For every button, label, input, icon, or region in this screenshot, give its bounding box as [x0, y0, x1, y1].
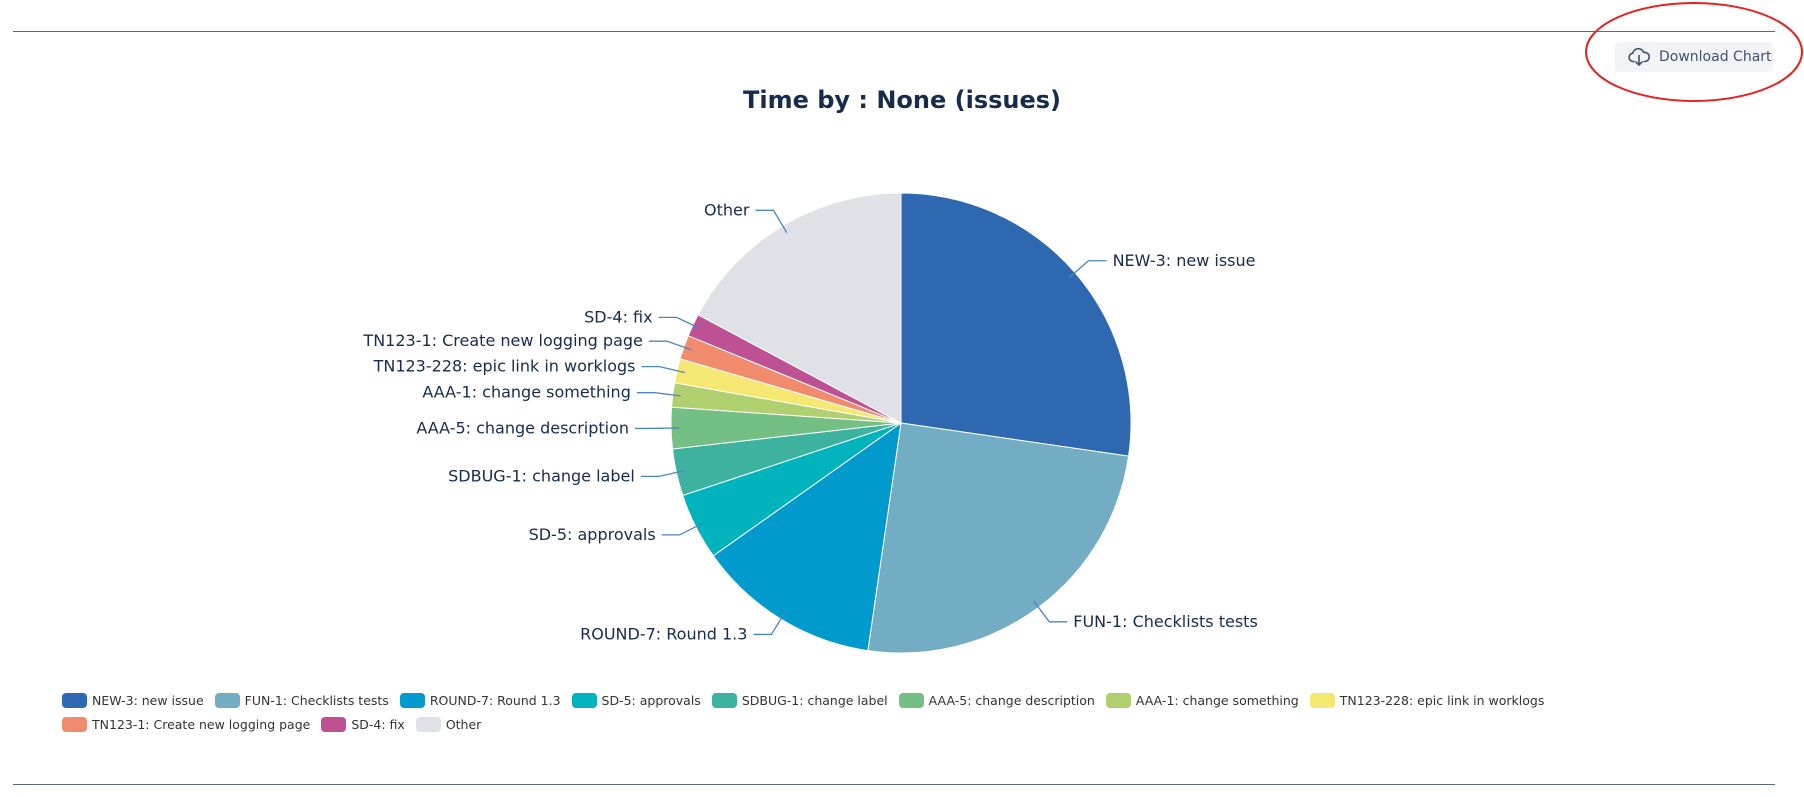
- leader-line-tn123-228-epic-link-in-worklogs: [641, 365, 685, 374]
- legend-item-other[interactable]: Other: [415, 716, 482, 733]
- bottom-divider: [13, 784, 1775, 785]
- legend-swatch: [898, 693, 924, 708]
- pie-chart: NEW-3: new issue FUN-1: Checklists tests R…: [362, 192, 1258, 654]
- legend-item-tn123-1-create-new-logging-page[interactable]: TN123-1: Create new logging page: [62, 716, 310, 733]
- legend-item-sdbug-1-change-label[interactable]: SDBUG-1: change label: [711, 692, 888, 709]
- legend-label: TN123-1: Create new logging page: [92, 717, 311, 732]
- slice-label-sd-4-fix: SD-4: fix: [584, 307, 652, 326]
- leader-line-sdbug-1-change-label: [640, 470, 685, 477]
- slice-label-new-3-new-issue: NEW-3: new issue: [1113, 251, 1256, 270]
- chart-legend: NEW-3: new issue FUN-1: Checklists tests R…: [62, 692, 1762, 733]
- legend-item-aaa-1-change-something[interactable]: AAA-1: change something: [1105, 692, 1299, 709]
- slice-label-tn123-1-create-new-logging-page: TN123-1: Create new logging page: [362, 331, 642, 350]
- chart-title: Time by : None (issues): [742, 86, 1062, 114]
- pie-slice-new-3-new-issue[interactable]: [900, 192, 1132, 457]
- leader-line-aaa-5-change-description: [635, 427, 680, 430]
- slice-label-aaa-5-change-description: AAA-5: change description: [416, 418, 629, 437]
- legend-label: SD-5: approvals: [601, 693, 701, 708]
- legend-label: SD-4: fix: [351, 717, 405, 732]
- legend-item-sd-5-approvals[interactable]: SD-5: approvals: [571, 692, 701, 709]
- slice-label-round-7-round-1-3: ROUND-7: Round 1.3: [580, 624, 747, 643]
- legend-item-new-3-new-issue[interactable]: NEW-3: new issue: [62, 692, 204, 709]
- legend-label: FUN-1: Checklists tests: [244, 693, 389, 708]
- legend-swatch: [62, 693, 87, 708]
- legend-label: ROUND-7: Round 1.3: [429, 693, 561, 708]
- slice-label-sd-5-approvals: SD-5: approvals: [529, 525, 656, 544]
- legend-label: NEW-3: new issue: [92, 693, 204, 708]
- legend-swatch: [571, 693, 597, 708]
- leader-line-tn123-1-create-new-logging-page: [648, 340, 692, 351]
- slice-label-sdbug-1-change-label: SDBUG-1: change label: [448, 466, 635, 485]
- leader-line-aaa-1-change-something: [636, 392, 681, 397]
- legend-swatch: [62, 717, 87, 732]
- leader-line-other: [755, 209, 788, 233]
- legend-label: TN123-228: epic link in worklogs: [1339, 693, 1545, 708]
- legend-swatch: [1309, 693, 1335, 708]
- legend-swatch: [214, 693, 240, 708]
- slice-label-aaa-1-change-something: AAA-1: change something: [422, 383, 630, 402]
- legend-item-aaa-5-change-description[interactable]: AAA-5: change description: [898, 692, 1095, 709]
- legend-swatch: [1105, 693, 1131, 708]
- leader-line-round-7-round-1-3: [753, 611, 786, 636]
- leader-line-sd-5-approvals: [661, 522, 704, 536]
- legend-label: Other: [445, 717, 482, 732]
- legend-label: AAA-1: change something: [1135, 693, 1299, 708]
- slice-label-fun-1-checklists-tests: FUN-1: Checklists tests: [1073, 612, 1258, 631]
- top-divider: [13, 31, 1775, 32]
- legend-label: AAA-5: change description: [928, 693, 1095, 708]
- legend-swatch: [399, 693, 425, 708]
- legend-swatch: [711, 693, 737, 708]
- legend-item-sd-4-fix[interactable]: SD-4: fix: [321, 716, 405, 733]
- slice-label-tn123-228-epic-link-in-worklogs: TN123-228: epic link in worklogs: [373, 357, 636, 376]
- leader-line-sd-4-fix: [658, 316, 701, 330]
- leader-line-new-3-new-issue: [1068, 260, 1107, 279]
- legend-item-tn123-228-epic-link-in-worklogs[interactable]: TN123-228: epic link in worklogs: [1309, 692, 1545, 709]
- legend-swatch: [415, 717, 441, 732]
- slice-label-other: Other: [704, 200, 750, 219]
- legend-item-round-7-round-1-3[interactable]: ROUND-7: Round 1.3: [399, 692, 561, 709]
- legend-label: SDBUG-1: change label: [741, 693, 888, 708]
- legend-swatch: [321, 717, 347, 732]
- legend-item-fun-1-checklists-tests[interactable]: FUN-1: Checklists tests: [214, 692, 389, 709]
- leader-line-fun-1-checklists-tests: [1033, 600, 1068, 623]
